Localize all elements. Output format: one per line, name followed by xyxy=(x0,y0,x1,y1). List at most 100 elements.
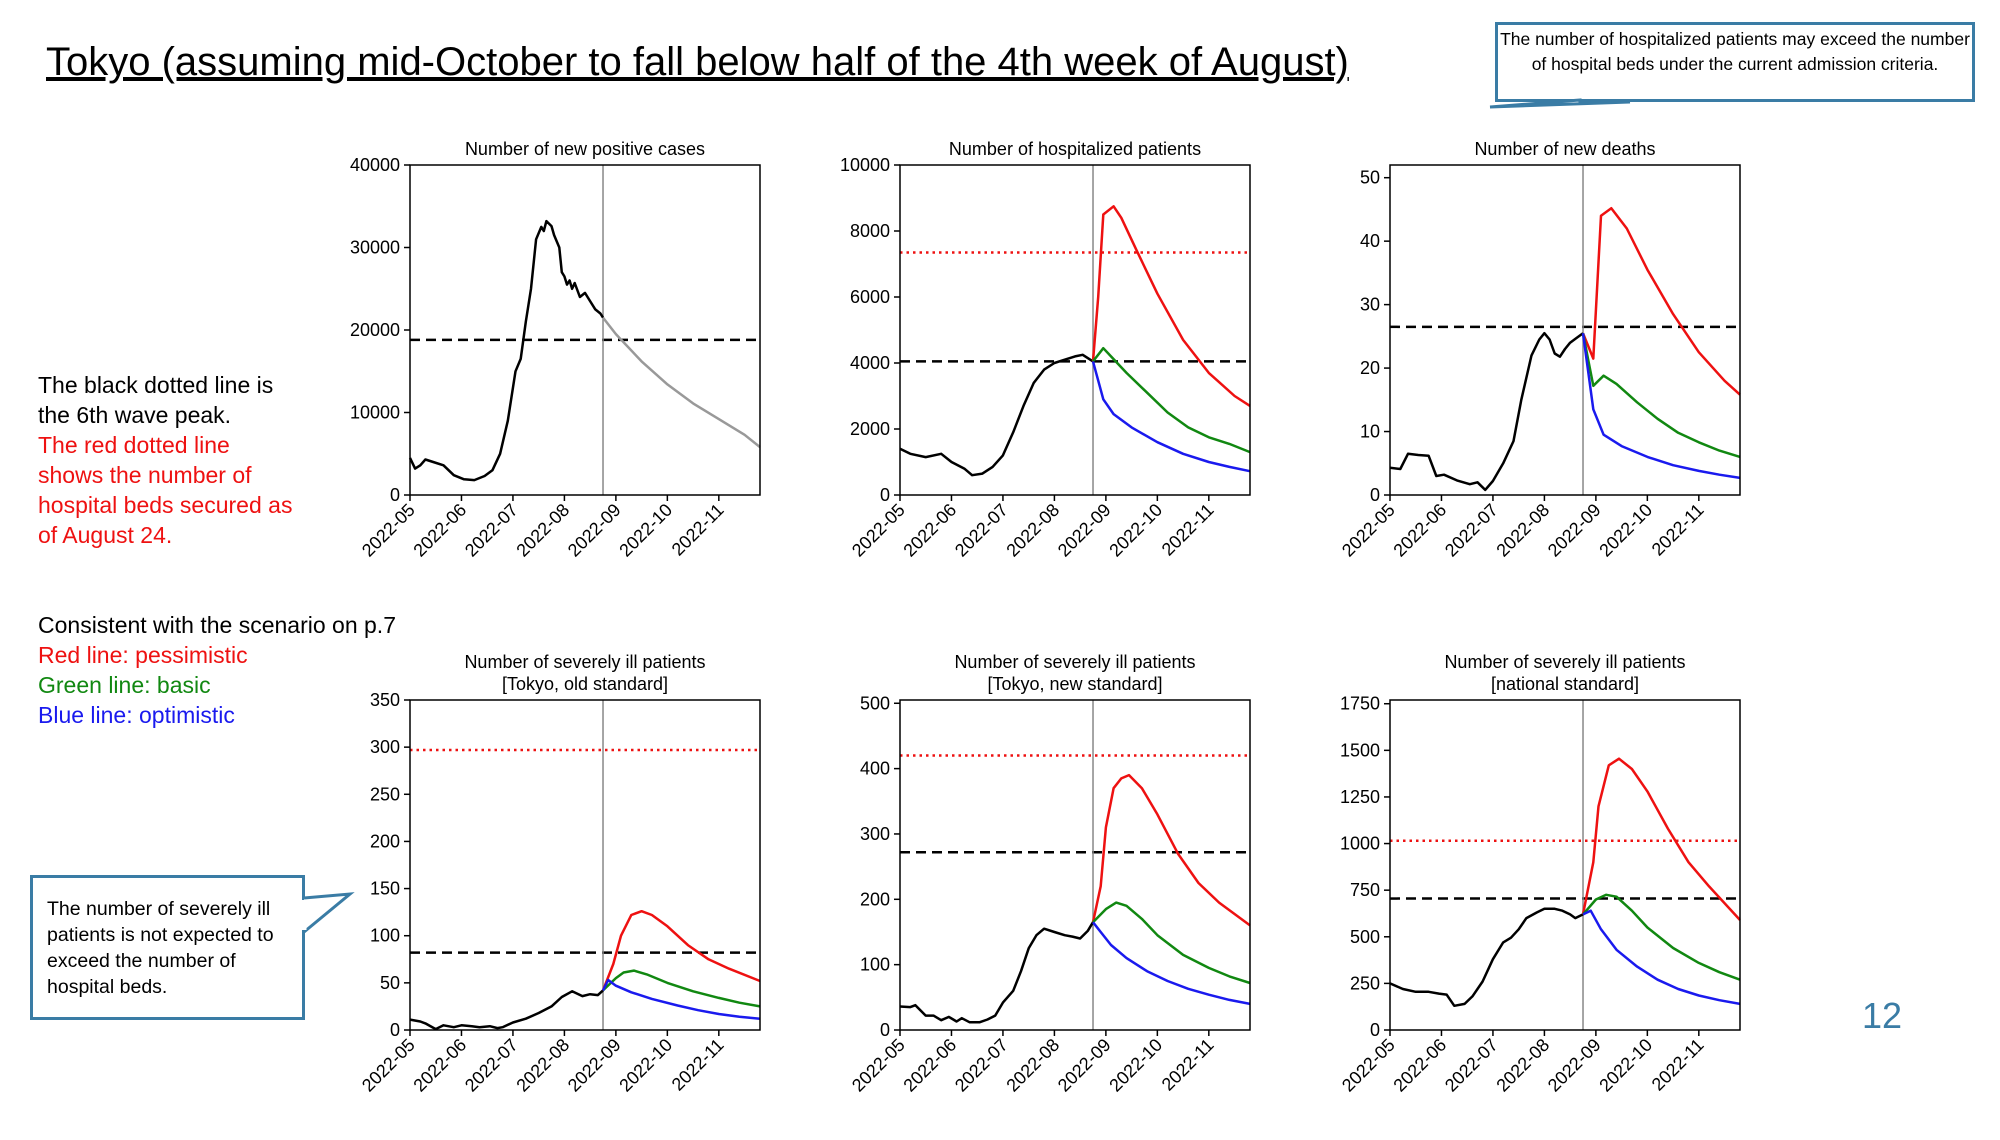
series-actual xyxy=(899,921,1095,1024)
series-basic xyxy=(1582,893,1741,981)
x-tick-label: 2022-08 xyxy=(1002,500,1063,561)
x-tick-label: 2022-07 xyxy=(461,500,522,561)
y-tick-label: 100 xyxy=(860,955,890,975)
x-tick-label: 2022-06 xyxy=(899,500,960,561)
x-tick-label: 2022-07 xyxy=(951,1035,1012,1096)
chart-5: Number of severely ill patients[Tokyo, n… xyxy=(848,652,1251,1096)
x-tick-label: 2022-06 xyxy=(409,500,470,561)
chart-3: Number of new deaths010203040502022-0520… xyxy=(1338,139,1741,561)
x-tick-label: 2022-07 xyxy=(1441,500,1502,561)
y-tick-label: 0 xyxy=(390,1020,400,1040)
callout-severe: The number of severely ill patients is n… xyxy=(30,875,305,1020)
plot-frame xyxy=(899,699,1251,1031)
y-tick-label: 10000 xyxy=(350,403,400,423)
black-line-note-1: The black dotted line is xyxy=(38,372,274,398)
chart-title: [national standard] xyxy=(1491,674,1639,694)
chart-title: Number of severely ill patients xyxy=(1444,652,1685,672)
y-tick-label: 0 xyxy=(390,485,400,505)
x-tick-label: 2022-10 xyxy=(615,500,676,561)
series-pessimistic xyxy=(1581,757,1741,921)
series-basic xyxy=(1092,346,1251,454)
x-tick-label: 2022-07 xyxy=(461,1035,522,1096)
x-tick-label: 2022-09 xyxy=(1054,1035,1115,1096)
chart-4: Number of severely ill patients[Tokyo, o… xyxy=(358,652,761,1096)
x-tick-label: 2022-07 xyxy=(1441,1035,1502,1096)
scenario-note-title: Consistent with the scenario on p.7 xyxy=(38,612,396,638)
x-tick-label: 2022-10 xyxy=(1595,500,1656,561)
x-tick-label: 2022-09 xyxy=(1544,1035,1605,1096)
x-tick-label: 2022-11 xyxy=(668,500,728,560)
x-tick-label: 2022-10 xyxy=(615,1035,676,1096)
x-tick-label: 2022-05 xyxy=(358,500,419,561)
y-tick-label: 1500 xyxy=(1340,740,1380,760)
series-actual xyxy=(409,989,604,1031)
x-tick-label: 2022-10 xyxy=(1105,1035,1166,1096)
callout-top-pointer xyxy=(1489,98,1631,109)
chart-title: [Tokyo, new standard] xyxy=(987,674,1162,694)
x-tick-label: 2022-11 xyxy=(1158,1035,1218,1095)
x-tick-label: 2022-09 xyxy=(564,1035,625,1096)
chart-2: Number of hospitalized patients 0 2000 4000… xyxy=(840,139,1251,561)
x-tick-label: 2022-09 xyxy=(1544,500,1605,561)
series-optimistic xyxy=(1091,361,1251,473)
legend-basic: Green line: basic xyxy=(38,672,211,698)
black-line-note: The black dotted line is the 6th wave pe… xyxy=(38,370,292,550)
y-tick-label: 300 xyxy=(370,737,400,757)
y-tick-label: 30 xyxy=(1360,295,1380,315)
chart-6: Number of severely ill patients[national… xyxy=(1338,652,1741,1096)
y-tick-label: 2000 xyxy=(850,419,890,439)
x-tick-label: 2022-11 xyxy=(1158,500,1218,560)
x-tick-label: 2022-08 xyxy=(1492,500,1553,561)
y-tick-label: 4000 xyxy=(850,353,890,373)
scenario-note: Consistent with the scenario on p.7 Red … xyxy=(38,610,396,730)
plot-frame xyxy=(1389,699,1741,1031)
plot-frame xyxy=(409,699,761,1031)
chart-title: Number of new deaths xyxy=(1474,139,1655,159)
x-tick-label: 2022-08 xyxy=(1002,1035,1063,1096)
black-line-note-2: the 6th wave peak. xyxy=(38,402,232,428)
series-pessimistic xyxy=(601,909,761,991)
series-pessimistic xyxy=(1581,206,1741,396)
series-optimistic xyxy=(1092,921,1251,1006)
series-extrapolation xyxy=(602,316,761,449)
series-pessimistic xyxy=(1091,773,1251,927)
x-tick-label: 2022-06 xyxy=(409,1035,470,1096)
y-tick-label: 40000 xyxy=(350,155,400,175)
x-tick-label: 2022-09 xyxy=(564,500,625,561)
x-tick-label: 2022-10 xyxy=(1595,1035,1656,1096)
y-tick-label: 40 xyxy=(1360,231,1380,251)
x-tick-label: 2022-11 xyxy=(1648,500,1708,560)
y-tick-label: 500 xyxy=(860,693,890,713)
x-tick-label: 2022-06 xyxy=(1389,500,1450,561)
y-tick-label: 200 xyxy=(370,831,400,851)
x-tick-label: 2022-08 xyxy=(1492,1035,1553,1096)
y-tick-label: 750 xyxy=(1350,880,1380,900)
y-tick-label: 150 xyxy=(370,879,400,899)
x-tick-label: 2022-06 xyxy=(899,1035,960,1096)
plot-frame xyxy=(1389,164,1741,496)
x-tick-label: 2022-11 xyxy=(668,1035,728,1095)
y-tick-label: 350 xyxy=(370,690,400,710)
y-tick-label: 8000 xyxy=(850,221,890,241)
x-tick-label: 2022-05 xyxy=(848,500,909,561)
series-basic xyxy=(602,969,761,1008)
x-tick-label: 2022-08 xyxy=(512,1035,573,1096)
x-tick-label: 2022-10 xyxy=(1105,500,1166,561)
chart-title: [Tokyo, old standard] xyxy=(502,674,668,694)
chart-title: Number of severely ill patients xyxy=(464,652,705,672)
plot-frame xyxy=(409,164,761,496)
red-line-note-3: hospital beds secured as xyxy=(38,492,293,518)
y-tick-label: 1750 xyxy=(1340,694,1380,714)
y-tick-label: 0 xyxy=(880,1020,890,1040)
y-tick-label: 250 xyxy=(1350,973,1380,993)
x-tick-label: 2022-05 xyxy=(848,1035,909,1096)
y-tick-label: 10 xyxy=(1360,422,1380,442)
series-basic xyxy=(1581,332,1741,459)
series-actual xyxy=(408,219,605,482)
x-tick-label: 2022-05 xyxy=(1338,1035,1399,1096)
y-tick-label: 0 xyxy=(1370,485,1380,505)
x-tick-label: 2022-08 xyxy=(512,500,573,561)
plot-frame xyxy=(899,164,1251,496)
red-line-note-2: shows the number of xyxy=(38,462,252,488)
series-optimistic xyxy=(1582,909,1741,1006)
